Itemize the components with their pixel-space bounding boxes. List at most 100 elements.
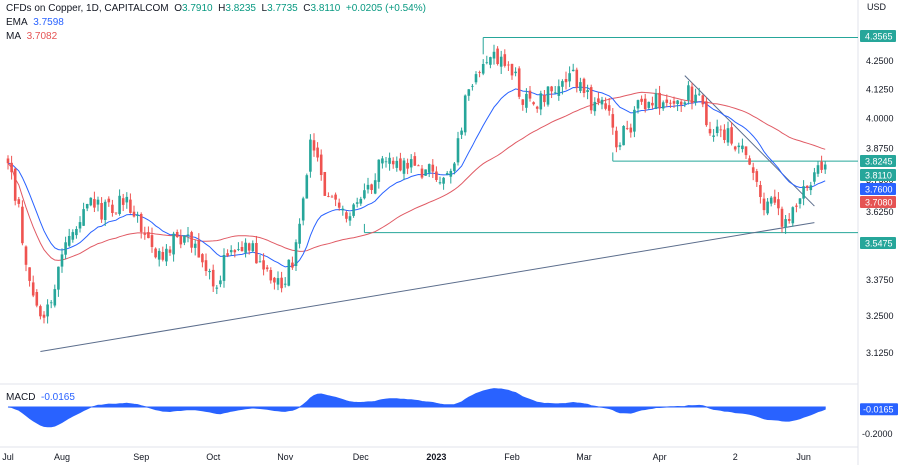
candle[interactable] xyxy=(636,100,640,109)
candle[interactable] xyxy=(150,235,154,247)
candle[interactable] xyxy=(543,95,546,103)
candle[interactable] xyxy=(345,212,348,219)
candle[interactable] xyxy=(453,163,456,172)
candle[interactable] xyxy=(291,262,294,268)
candle[interactable] xyxy=(816,165,820,174)
candle[interactable] xyxy=(233,250,237,253)
candle[interactable] xyxy=(244,242,247,253)
candle[interactable] xyxy=(175,232,179,237)
candle[interactable] xyxy=(103,201,107,220)
candle[interactable] xyxy=(319,154,323,175)
candle[interactable] xyxy=(773,196,777,203)
candle[interactable] xyxy=(467,89,471,96)
candle[interactable] xyxy=(712,135,715,137)
candle[interactable] xyxy=(132,211,136,217)
candle[interactable] xyxy=(75,229,78,236)
candle[interactable] xyxy=(136,214,139,216)
candle[interactable] xyxy=(247,243,251,251)
candle[interactable] xyxy=(388,157,391,164)
candle[interactable] xyxy=(229,250,233,253)
candle[interactable] xyxy=(305,175,309,199)
candle[interactable] xyxy=(672,101,676,104)
candle[interactable] xyxy=(679,101,683,105)
candle[interactable] xyxy=(143,233,147,235)
candle[interactable] xyxy=(219,280,222,285)
candle[interactable] xyxy=(370,184,373,190)
candle[interactable] xyxy=(154,248,157,258)
candle[interactable] xyxy=(708,128,712,134)
candle[interactable] xyxy=(658,92,661,109)
candle[interactable] xyxy=(463,95,467,133)
candle[interactable] xyxy=(777,199,780,209)
candle[interactable] xyxy=(111,204,114,213)
candle[interactable] xyxy=(640,98,643,102)
candle[interactable] xyxy=(395,160,399,168)
candle[interactable] xyxy=(262,260,265,270)
candle[interactable] xyxy=(85,204,89,209)
candle[interactable] xyxy=(147,232,150,239)
candle[interactable] xyxy=(629,127,633,133)
candle[interactable] xyxy=(21,206,24,244)
candle[interactable] xyxy=(535,106,539,109)
candle[interactable] xyxy=(589,87,593,111)
candle[interactable] xyxy=(820,161,823,170)
price-tag[interactable] xyxy=(860,196,896,208)
candle[interactable] xyxy=(60,254,64,267)
candle[interactable] xyxy=(208,271,211,273)
candle[interactable] xyxy=(733,146,737,150)
candle[interactable] xyxy=(687,85,690,101)
candle[interactable] xyxy=(309,139,312,172)
candle[interactable] xyxy=(499,56,503,67)
candle[interactable] xyxy=(431,164,435,172)
candle[interactable] xyxy=(604,103,607,109)
candle[interactable] xyxy=(694,94,697,103)
candle[interactable] xyxy=(557,86,561,96)
candle[interactable] xyxy=(427,164,431,173)
candle[interactable] xyxy=(201,254,204,263)
candle[interactable] xyxy=(363,190,366,199)
candle[interactable] xyxy=(359,198,363,204)
candle[interactable] xyxy=(723,129,726,140)
candle[interactable] xyxy=(823,164,827,170)
candle[interactable] xyxy=(118,195,121,214)
candle[interactable] xyxy=(514,71,517,74)
candle[interactable] xyxy=(741,145,744,150)
candle[interactable] xyxy=(766,201,769,214)
candle[interactable] xyxy=(705,101,708,126)
candle[interactable] xyxy=(759,185,762,197)
candle[interactable] xyxy=(93,199,96,208)
candle[interactable] xyxy=(226,253,229,256)
candle[interactable] xyxy=(161,252,165,260)
candle[interactable] xyxy=(301,198,305,221)
candle[interactable] xyxy=(539,93,543,110)
candle[interactable] xyxy=(82,209,85,226)
candle[interactable] xyxy=(737,145,741,148)
candle[interactable] xyxy=(553,92,557,94)
candle[interactable] xyxy=(805,185,809,188)
candle[interactable] xyxy=(643,98,647,110)
candle[interactable] xyxy=(283,283,287,285)
candle[interactable] xyxy=(265,267,269,270)
symbol-legend[interactable]: CFDs on Copper, 1D, CAPITALCOM O3.7910 H… xyxy=(6,3,426,15)
candle[interactable] xyxy=(237,249,240,250)
price-tag[interactable] xyxy=(860,30,896,42)
price-tag[interactable] xyxy=(860,237,896,249)
candle[interactable] xyxy=(10,162,13,173)
candle[interactable] xyxy=(355,202,359,204)
candle[interactable] xyxy=(406,162,409,169)
candle[interactable] xyxy=(546,86,550,105)
candle[interactable] xyxy=(258,261,262,263)
candle[interactable] xyxy=(287,259,291,286)
candle[interactable] xyxy=(697,93,701,95)
candle[interactable] xyxy=(413,156,417,166)
candle[interactable] xyxy=(510,63,514,76)
candle[interactable] xyxy=(489,57,492,65)
candle[interactable] xyxy=(669,102,672,104)
candle[interactable] xyxy=(582,78,586,93)
candle[interactable] xyxy=(100,203,103,220)
candle[interactable] xyxy=(622,126,625,146)
candle[interactable] xyxy=(798,198,802,204)
candle[interactable] xyxy=(780,208,784,227)
candle[interactable] xyxy=(165,248,168,262)
